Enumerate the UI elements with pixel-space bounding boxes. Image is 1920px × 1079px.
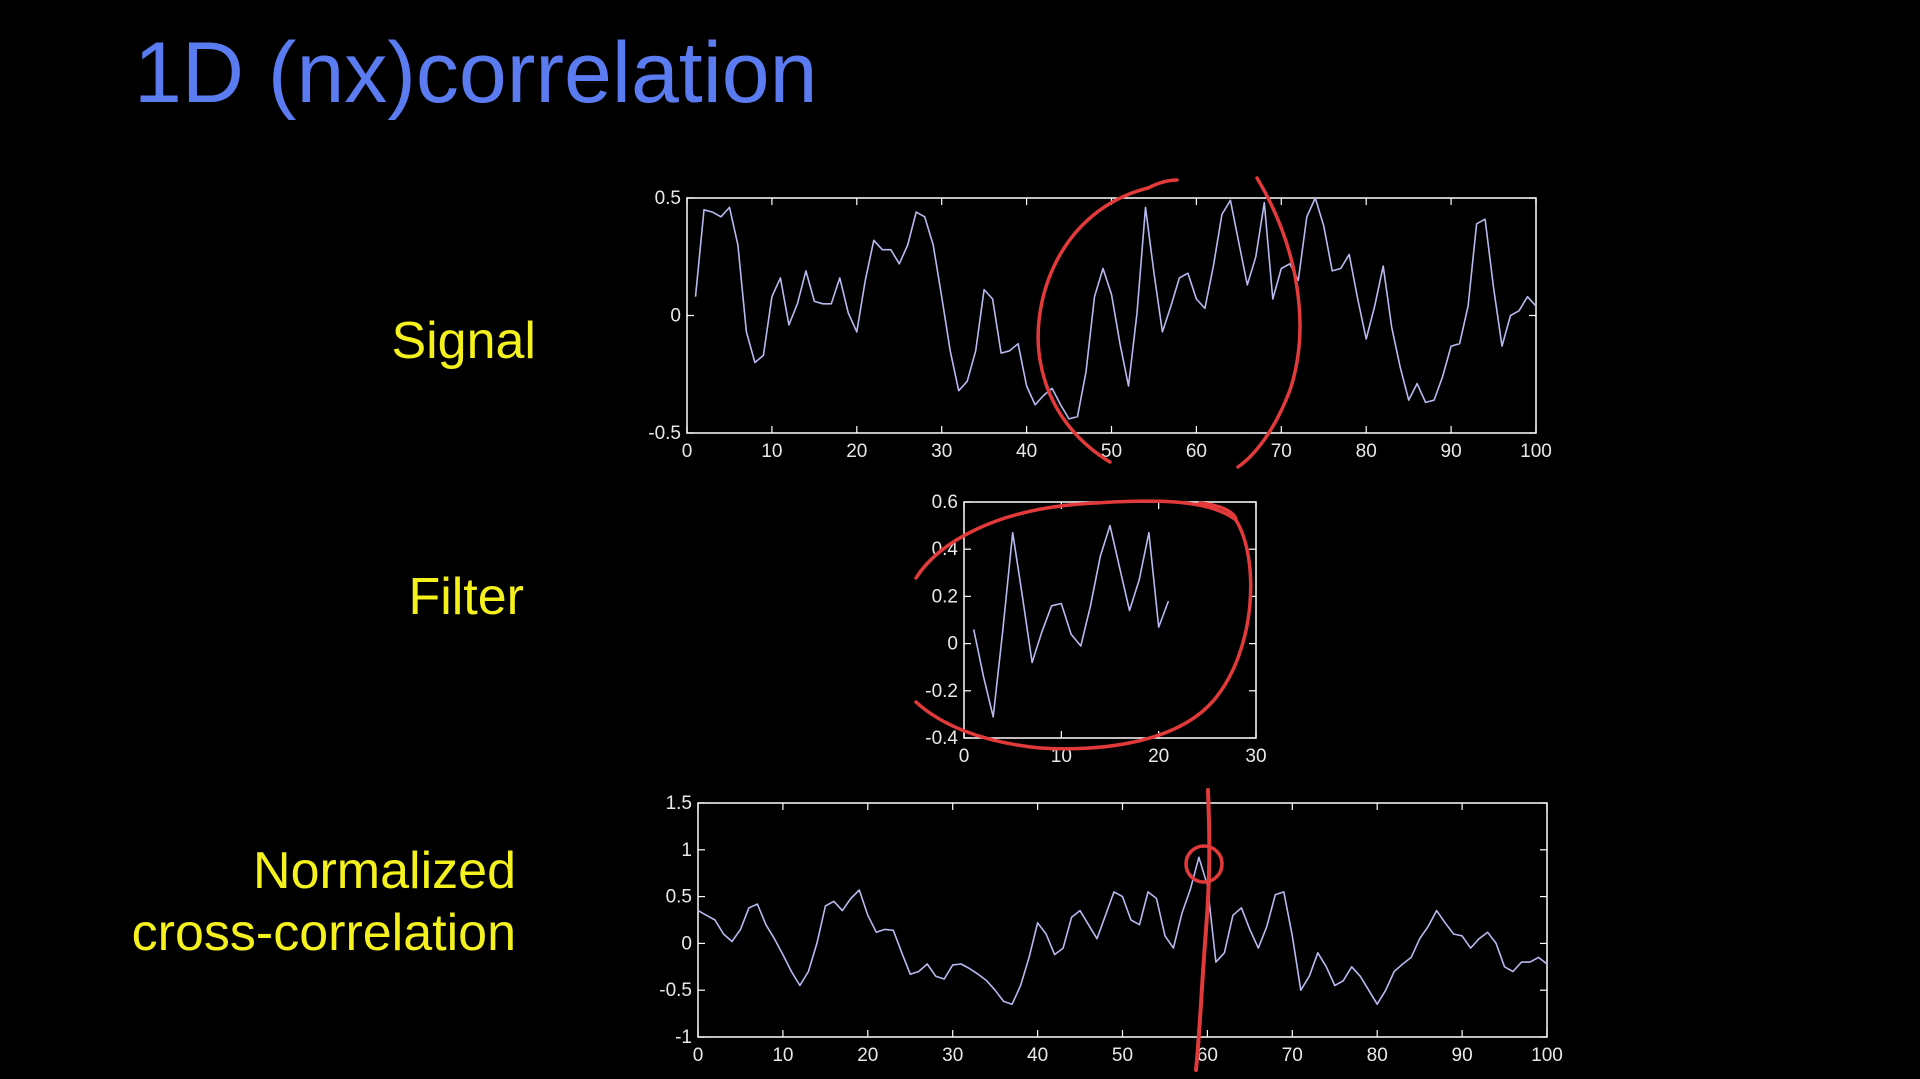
ncc-label-line1: Normalized bbox=[253, 842, 516, 900]
x-tick-label: 30 bbox=[931, 441, 952, 462]
x-tick-label: 10 bbox=[772, 1045, 793, 1066]
y-tick-label: 0 bbox=[947, 634, 958, 655]
series-line bbox=[694, 197, 1537, 420]
x-tick-label: 50 bbox=[1112, 1045, 1133, 1066]
series-line bbox=[697, 856, 1548, 1006]
ncc-label-line2: cross-correlation bbox=[131, 904, 516, 963]
y-tick-label: 0.2 bbox=[932, 586, 958, 607]
x-tick-label: 20 bbox=[846, 441, 867, 462]
x-tick-label: 100 bbox=[1531, 1045, 1563, 1066]
plot-3: 0 10 20 30 40 50 60 70 80 90 100 -1 -0.5 0 0.5 1 1.5 bbox=[659, 793, 1563, 1066]
y-tick-label: 0.5 bbox=[666, 887, 692, 908]
x-tick-label: 30 bbox=[942, 1045, 963, 1066]
y-tick-label: 0 bbox=[681, 933, 692, 954]
signal-label: Signal bbox=[391, 310, 536, 372]
plot-frame bbox=[697, 802, 1548, 1038]
x-tick-label: 80 bbox=[1367, 1045, 1388, 1066]
x-tick-label: 20 bbox=[1148, 746, 1169, 767]
y-tick-label: 1.5 bbox=[666, 793, 692, 814]
x-tick-label: 10 bbox=[1051, 746, 1072, 767]
y-tick-label: 1 bbox=[681, 840, 692, 861]
ncc-annotation-line bbox=[1194, 788, 1212, 1072]
y-tick-label: 0.5 bbox=[655, 188, 681, 209]
plot-1: 0 10 20 30 40 50 60 70 80 90 100-0.500.5 bbox=[648, 188, 1552, 462]
x-tick-label: 50 bbox=[1101, 441, 1122, 462]
y-tick-label: -0.5 bbox=[659, 980, 692, 1001]
y-tick-label: -1 bbox=[675, 1027, 692, 1048]
x-tick-label: 90 bbox=[1452, 1045, 1473, 1066]
x-tick-label: 60 bbox=[1186, 441, 1207, 462]
signal-label-text: Signal bbox=[391, 312, 536, 370]
ncc-peak-annotation-circle bbox=[1184, 844, 1224, 884]
x-tick-label: 40 bbox=[1027, 1045, 1048, 1066]
x-tick-label: 70 bbox=[1282, 1045, 1303, 1066]
x-tick-label: 20 bbox=[857, 1045, 878, 1066]
filter-annotation-circle bbox=[914, 499, 1253, 751]
plot-2: 0 10 20 30-0.4-0.200.20.40.6 bbox=[925, 492, 1266, 767]
series-line bbox=[972, 524, 1170, 718]
filter-label-text: Filter bbox=[408, 568, 524, 626]
x-tick-label: 80 bbox=[1356, 441, 1377, 462]
y-tick-label: -0.2 bbox=[925, 681, 958, 702]
ncc-label: Normalized cross-correlation bbox=[132, 840, 516, 965]
y-tick-label: -0.4 bbox=[925, 728, 958, 749]
x-tick-label: 60 bbox=[1197, 1045, 1218, 1066]
x-tick-label: 70 bbox=[1271, 441, 1292, 462]
filter-label: Filter bbox=[408, 566, 524, 628]
y-tick-label: -0.5 bbox=[648, 423, 681, 444]
signal-annotation-circle bbox=[1036, 176, 1302, 469]
x-tick-label: 30 bbox=[1245, 746, 1266, 767]
y-tick-label: 0.6 bbox=[932, 492, 958, 513]
x-tick-label: 100 bbox=[1520, 441, 1552, 462]
x-tick-label: 90 bbox=[1441, 441, 1462, 462]
y-tick-label: 0 bbox=[670, 306, 681, 327]
x-tick-label: 0 bbox=[959, 746, 970, 767]
x-tick-label: 10 bbox=[761, 441, 782, 462]
x-tick-label: 40 bbox=[1016, 441, 1037, 462]
slide-title: 1D (nx)correlation bbox=[134, 25, 818, 121]
x-tick-label: 0 bbox=[693, 1045, 704, 1066]
x-tick-label: 0 bbox=[682, 441, 693, 462]
